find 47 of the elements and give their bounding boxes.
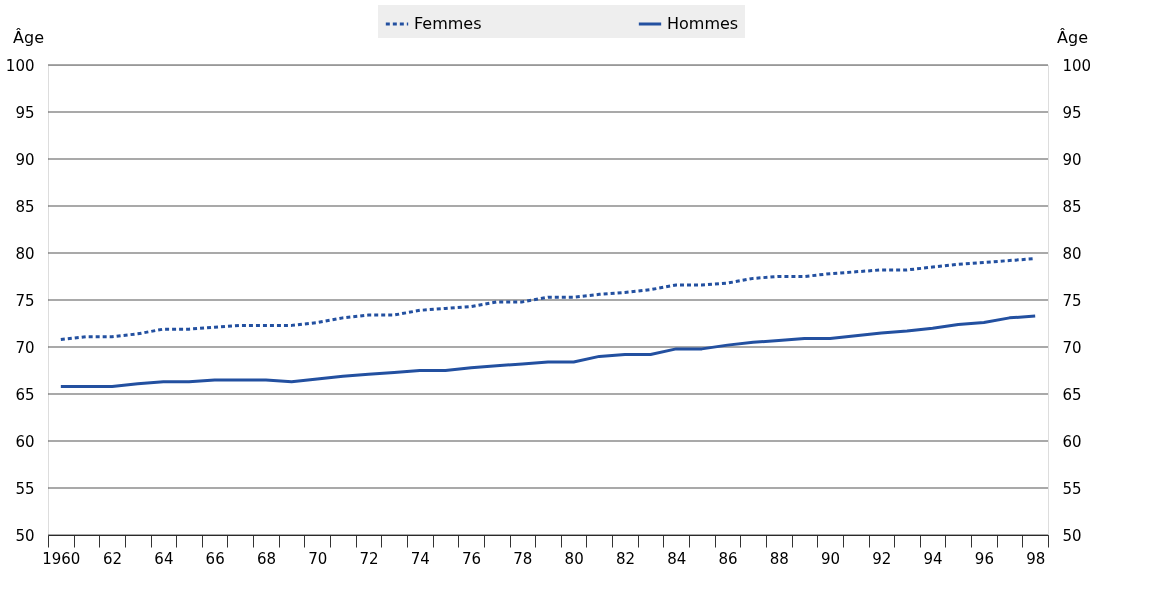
x-tick-label: 78 [513,549,533,568]
y2-tick-label: 90 [1062,150,1082,169]
y2-tick-label: 100 [1062,56,1092,75]
x-tick-label: 96 [974,549,994,568]
y-tick-label: 60 [15,432,35,451]
x-tick-label: 68 [256,549,276,568]
y-tick-label: 55 [15,479,35,498]
x-tick-label: 64 [154,549,174,568]
legend-label: Femmes [414,14,482,33]
x-tick-label: 94 [923,549,943,568]
x-tick-label: 80 [564,549,584,568]
x-tick-label: 1960 [42,549,81,568]
y2-tick-label: 80 [1062,244,1082,263]
legend-label: Hommes [667,14,739,33]
x-tick-label: 84 [667,549,687,568]
x-tick-label: 76 [462,549,482,568]
x-tick-label: 72 [359,549,379,568]
y2-tick-label: 60 [1062,432,1082,451]
x-tick-label: 90 [821,549,841,568]
x-tick-label: 70 [308,549,328,568]
x-tick-label: 62 [103,549,123,568]
x-tick-label: 82 [615,549,635,568]
x-tick-label: 74 [410,549,430,568]
y2-tick-label: 65 [1062,385,1082,404]
x-tick-label: 66 [205,549,225,568]
y-tick-label: 65 [15,385,35,404]
y-tick-label: 85 [15,197,35,216]
y2-tick-label: 50 [1062,526,1082,545]
y2-axis-title: Âge [1057,27,1088,47]
y2-tick-label: 70 [1062,338,1082,357]
line-series [59,314,1037,388]
y2-tick-label: 85 [1062,197,1082,216]
y-tick-label: 95 [15,103,35,122]
y2-tick-label: 75 [1062,291,1082,310]
x-tick-label: 86 [718,549,738,568]
y-tick-label: 70 [15,338,35,357]
x-tick-label: 92 [872,549,892,568]
y-tick-label: 90 [15,150,35,169]
y-axis-title: Âge [13,27,44,47]
y-tick-label: 50 [15,526,35,545]
y2-tick-label: 95 [1062,103,1082,122]
y-tick-label: 75 [15,291,35,310]
y-tick-label: 80 [15,244,35,263]
y2-tick-label: 55 [1062,479,1082,498]
x-tick-label: 98 [1026,549,1046,568]
x-tick-label: 88 [769,549,789,568]
y-tick-label: 100 [5,56,35,75]
